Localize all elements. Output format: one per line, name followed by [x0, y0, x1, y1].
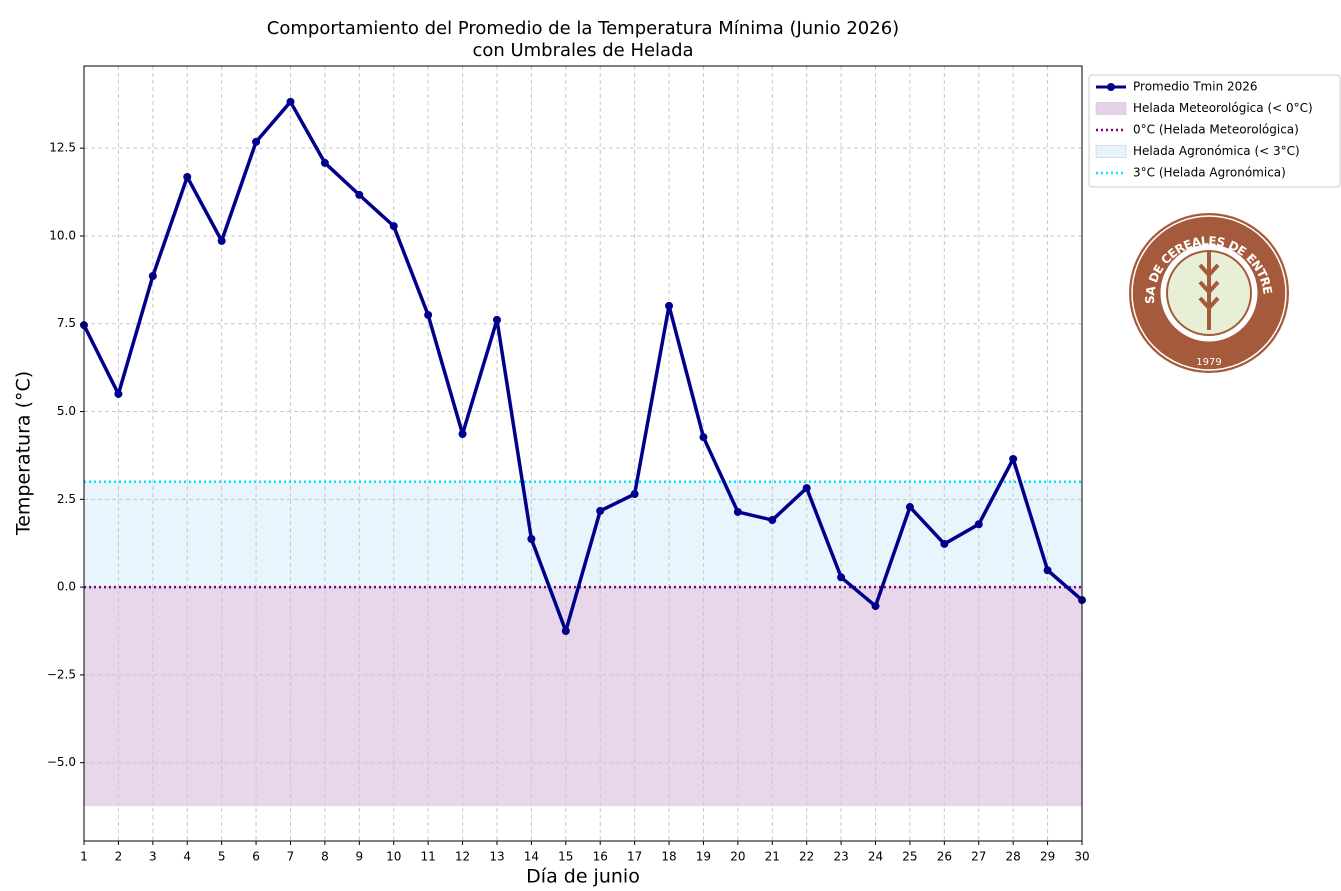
data-point	[389, 222, 398, 231]
data-point	[492, 315, 501, 324]
y-tick-label: 0.0	[57, 580, 76, 594]
data-point	[252, 137, 261, 146]
data-point	[940, 539, 949, 548]
legend-label: 3°C (Helada Agronómica)	[1133, 166, 1286, 180]
x-tick-label: 19	[696, 850, 711, 864]
data-point	[596, 506, 605, 515]
x-tick-label: 17	[627, 850, 642, 864]
legend-swatch	[1107, 83, 1115, 91]
legend-label: Helada Meteorológica (< 0°C)	[1133, 101, 1313, 115]
band	[84, 587, 1082, 807]
y-tick-label: −5.0	[47, 755, 76, 769]
x-tick-label: 28	[1006, 850, 1021, 864]
y-tick-label: −2.5	[47, 667, 76, 681]
data-point	[355, 190, 364, 199]
x-tick-label: 8	[321, 850, 329, 864]
x-tick-label: 7	[287, 850, 295, 864]
data-point	[905, 503, 914, 512]
x-tick-label: 1	[80, 850, 88, 864]
logo-wheat	[1198, 250, 1220, 330]
legend-swatch	[1095, 102, 1127, 115]
data-point	[217, 236, 226, 245]
data-point	[320, 158, 329, 167]
x-tick-label: 13	[489, 850, 504, 864]
x-tick-label: 21	[765, 850, 780, 864]
x-tick-label: 26	[937, 850, 952, 864]
data-point	[665, 301, 674, 310]
y-axis-label: Temperatura (°C)	[13, 371, 35, 536]
data-point	[527, 535, 536, 544]
x-tick-label: 12	[455, 850, 470, 864]
data-point	[699, 433, 708, 442]
y-tick-label: 5.0	[57, 404, 76, 418]
plot-frame	[83, 65, 1083, 842]
x-tick-label: 10	[386, 850, 401, 864]
y-tick-label: 7.5	[57, 316, 76, 330]
data-point	[768, 516, 777, 525]
x-tick-label: 3	[149, 850, 157, 864]
data-point	[458, 430, 467, 439]
x-tick-label: 20	[730, 850, 745, 864]
data-point	[424, 310, 433, 319]
y-tick-label: 2.5	[57, 492, 76, 506]
chart-title: con Umbrales de Helada	[472, 40, 693, 61]
x-tick-label: 15	[558, 850, 573, 864]
legend-swatch	[1095, 145, 1127, 158]
x-tick-label: 2	[115, 850, 123, 864]
x-tick-label: 24	[868, 850, 883, 864]
legend-label: 0°C (Helada Meteorológica)	[1133, 123, 1299, 137]
y-tick-label: 10.0	[49, 228, 76, 242]
plot: 1 2 3 4 5 6 7 8 9 10 11 12 13 14 15 16 17 18 19 20 21 22 23 24 2…	[47, 65, 1090, 864]
x-tick-label: 16	[593, 850, 608, 864]
logo-year: 1979	[1196, 357, 1221, 368]
data-point	[1043, 566, 1052, 575]
x-tick-label: 6	[252, 850, 260, 864]
y-tick-label: 12.5	[49, 141, 76, 155]
series-line	[82, 100, 1084, 633]
x-tick-label: 14	[524, 850, 539, 864]
x-tick-label: 11	[420, 850, 435, 864]
x-tick-label: 23	[833, 850, 848, 864]
data-point	[114, 389, 123, 398]
x-tick-label: 27	[971, 850, 986, 864]
x-tick-label: 4	[183, 850, 191, 864]
data-point	[148, 271, 157, 280]
logo-ring-line	[1131, 215, 1287, 371]
data-point	[871, 602, 880, 611]
data-point	[561, 627, 570, 636]
data-point	[630, 490, 639, 499]
x-tick-label: 30	[1074, 850, 1089, 864]
data-point	[974, 520, 983, 529]
x-tick-label: 9	[355, 850, 363, 864]
data-point	[183, 172, 192, 181]
data-point	[286, 97, 295, 106]
x-tick-label: 18	[661, 850, 676, 864]
chart-title: Comportamiento del Promedio de la Temper…	[267, 18, 899, 39]
legend-label: Helada Agronómica (< 3°C)	[1133, 144, 1300, 158]
data-point	[1009, 454, 1018, 463]
data-point	[802, 484, 811, 493]
x-tick-label: 5	[218, 850, 226, 864]
x-tick-label: 29	[1040, 850, 1055, 864]
legend: Promedio Tmin 2026 Helada Meteorológica (…	[1088, 74, 1341, 188]
legend-box	[1088, 74, 1341, 188]
legend-label: Promedio Tmin 2026	[1133, 80, 1258, 94]
data-point	[837, 573, 846, 582]
x-axis-label: Día de junio	[526, 866, 640, 888]
data-point	[733, 507, 742, 516]
x-tick-label: 25	[902, 850, 917, 864]
x-tick-label: 22	[799, 850, 814, 864]
